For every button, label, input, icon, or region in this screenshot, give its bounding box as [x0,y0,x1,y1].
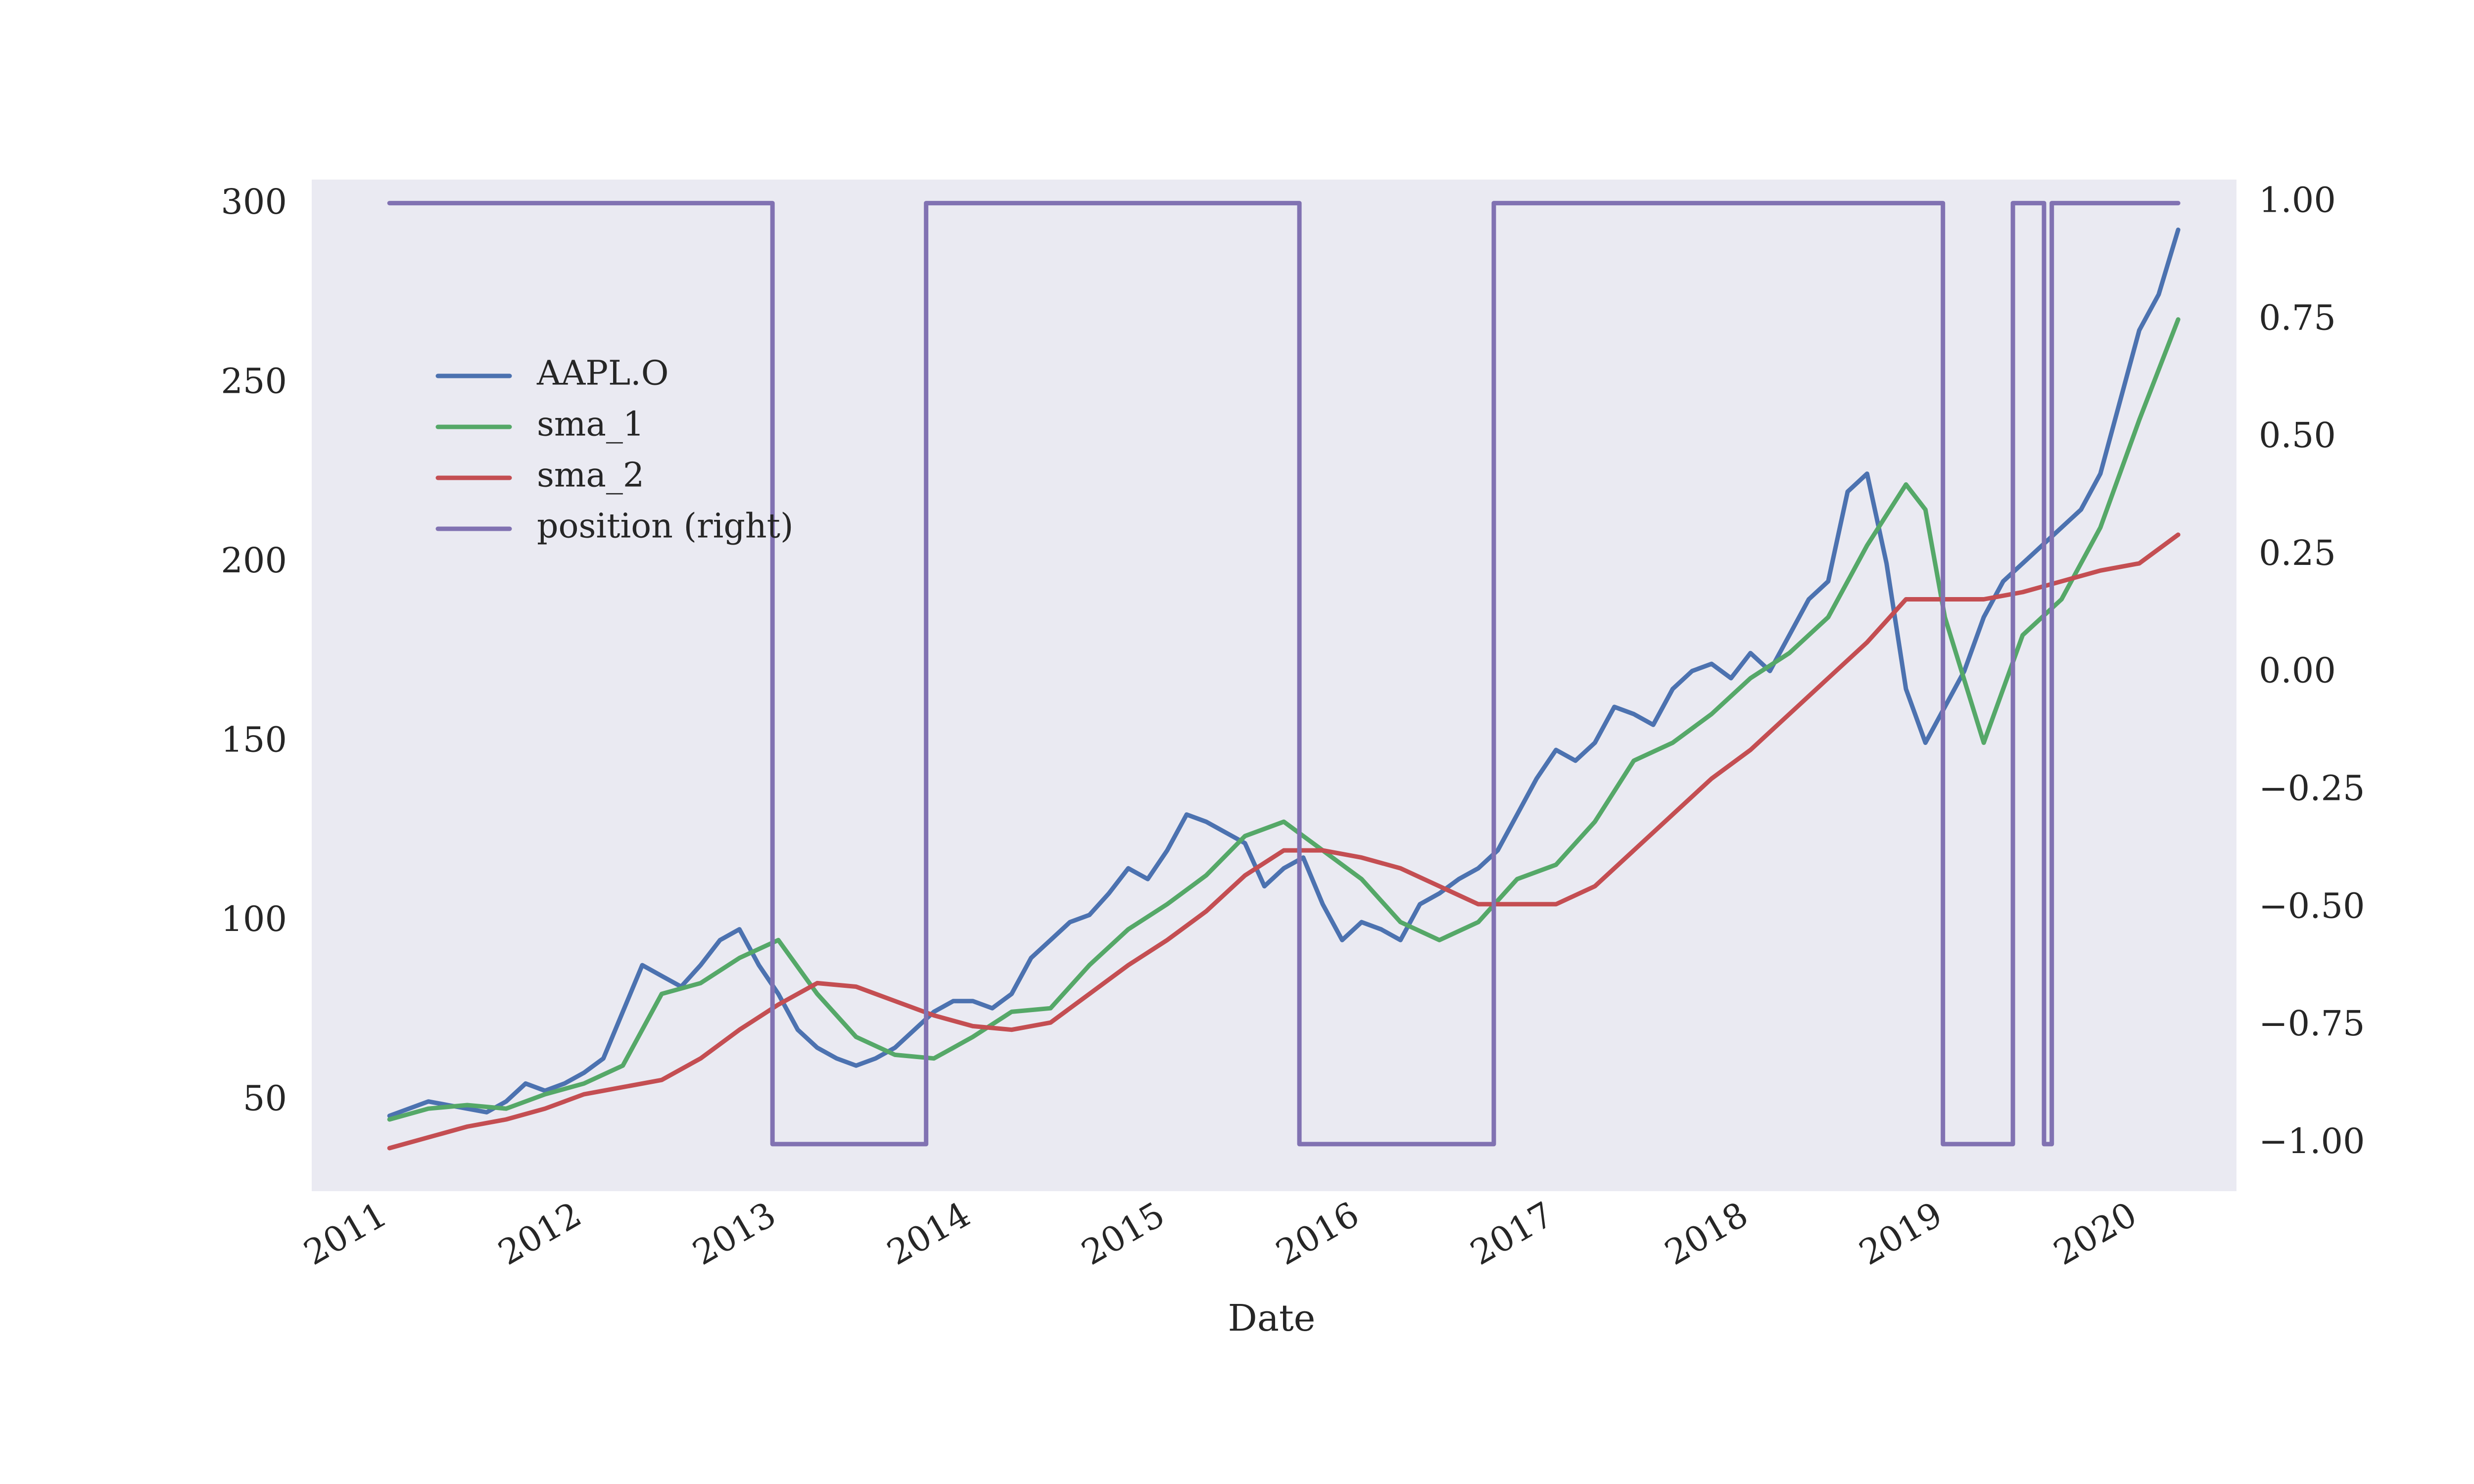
legend-label-sma-2: sma_2 [537,456,644,495]
series-line-sma-2 [387,532,2181,1151]
x-tick-label: 2018 [1658,1194,1755,1273]
y-tick-label: 300 [221,182,287,222]
x-tick-label: 2020 [2047,1194,2143,1273]
x-tick-label: 2015 [1075,1194,1171,1273]
y2-tick-label: −0.50 [2259,885,2365,926]
x-tick-label: 2016 [1269,1194,1366,1273]
x-tick-label: 2017 [1464,1194,1560,1273]
x-axis: 2011 2012 2013 2014 2015 2016 2017 2018 2019 2020 [297,1194,2143,1273]
y2-tick-label: 0.50 [2259,415,2336,456]
y-tick-label: 250 [221,361,287,401]
y2-tick-label: −1.00 [2259,1121,2365,1161]
y-tick-label: 150 [221,720,287,760]
x-tick-label: 2011 [297,1194,393,1273]
legend-label-aapl-o: AAPL.O [536,354,669,393]
x-axis-title: Date [1228,1297,1316,1340]
x-tick-label: 2012 [491,1194,588,1273]
y2-tick-label: 1.00 [2259,180,2336,221]
legend: AAPL.O sma_1 sma_2 position (right) [435,354,794,546]
series-layer [387,201,2181,1151]
x-tick-label: 2013 [686,1194,782,1273]
y-axis-right: −1.00 −0.75 −0.50 −0.25 0.00 0.25 0.50 0.75 1.00 [2259,180,2365,1161]
y2-tick-label: −0.25 [2259,768,2365,809]
y-tick-label: 50 [243,1078,287,1119]
y-axis-left: 50 100 150 200 250 300 [221,182,287,1119]
series-line-sma-1 [387,317,2181,1122]
legend-label-sma-1: sma_1 [537,405,644,444]
y2-tick-label: 0.25 [2259,533,2336,573]
y2-tick-label: 0.00 [2259,650,2336,691]
series-line-aapl-o [387,228,2181,1118]
y2-tick-label: 0.75 [2259,297,2336,338]
y-tick-label: 100 [221,899,287,939]
legend-label-position-right: position (right) [537,507,794,546]
y-tick-label: 200 [221,540,287,581]
series-line-position-right [387,201,2181,1147]
x-tick-label: 2014 [880,1194,977,1273]
plot-background [312,180,2236,1191]
x-tick-label: 2019 [1853,1194,1949,1273]
y2-tick-label: −0.75 [2259,1003,2365,1044]
